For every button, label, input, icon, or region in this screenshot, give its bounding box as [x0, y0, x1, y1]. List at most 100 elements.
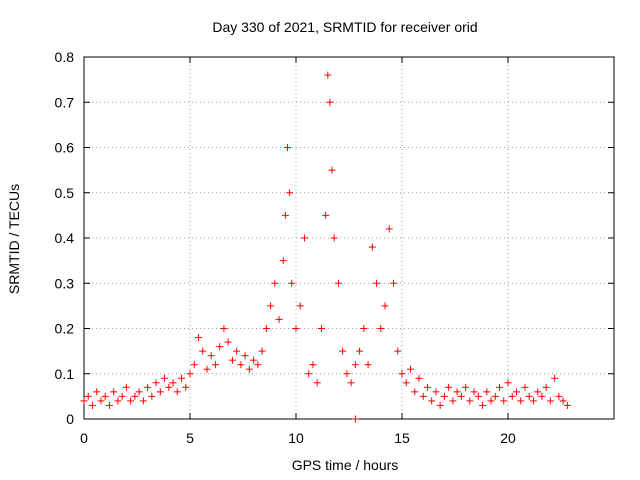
data-point — [449, 397, 457, 405]
data-point — [546, 397, 554, 405]
data-point — [402, 379, 410, 387]
data-point — [356, 347, 364, 355]
data-point — [161, 374, 169, 382]
data-point — [373, 279, 381, 287]
data-point — [324, 71, 332, 79]
data-point — [334, 279, 342, 287]
data-point — [525, 392, 533, 400]
data-point — [305, 370, 313, 378]
data-point — [313, 379, 321, 387]
data-point — [555, 392, 563, 400]
data-point — [182, 383, 190, 391]
data-point — [127, 397, 135, 405]
data-point — [551, 374, 559, 382]
data-point — [517, 397, 525, 405]
plot-frame — [83, 56, 615, 420]
data-point — [131, 392, 139, 400]
data-point — [529, 397, 537, 405]
data-point — [491, 392, 499, 400]
data-point — [317, 325, 325, 332]
data-point — [144, 383, 152, 391]
data-point — [288, 279, 296, 287]
y-tick-label: 0.6 — [55, 140, 75, 156]
data-point — [521, 383, 529, 391]
data-point — [186, 370, 194, 378]
grid — [84, 57, 614, 419]
data-point — [88, 401, 96, 409]
tick-labels: 0 5 10 15 20 0 0.1 0.2 0.3 0.4 0.5 0.6 0.7 0.8 — [55, 49, 516, 446]
data-point — [254, 361, 262, 369]
data-point — [148, 392, 156, 400]
data-point — [190, 361, 198, 369]
data-point — [178, 374, 186, 382]
data-point — [286, 189, 294, 197]
data-point — [445, 383, 453, 391]
data-point — [411, 388, 419, 396]
data-point — [122, 383, 130, 391]
data-point — [292, 325, 300, 332]
data-point — [114, 397, 122, 405]
data-point — [351, 415, 359, 423]
x-tick-label: 5 — [186, 430, 194, 446]
data-point — [504, 379, 512, 387]
data-point — [394, 347, 402, 355]
data-point — [267, 302, 275, 310]
data-point — [347, 379, 355, 387]
data-point — [309, 361, 317, 369]
data-point — [479, 401, 487, 409]
data-point — [284, 144, 292, 151]
data-point — [432, 388, 440, 396]
data-point — [381, 302, 389, 310]
data-point — [500, 397, 508, 405]
y-tick-label: 0.8 — [55, 49, 75, 65]
y-tick-label: 0.5 — [55, 185, 75, 201]
data-point — [419, 392, 427, 400]
data-point — [330, 234, 338, 242]
data-point — [559, 397, 567, 405]
data-point — [462, 383, 470, 391]
data-point — [152, 379, 160, 387]
data-point — [377, 325, 385, 332]
data-point — [241, 352, 249, 360]
data-point — [105, 401, 113, 409]
x-tick-label: 0 — [80, 430, 88, 446]
data-point — [351, 361, 359, 369]
data-point — [199, 347, 207, 355]
data-point — [322, 211, 330, 219]
data-point — [93, 388, 101, 396]
data-point — [194, 334, 202, 342]
data-point — [339, 347, 347, 355]
data-point — [487, 397, 495, 405]
data-point — [173, 388, 181, 396]
data-point — [428, 397, 436, 405]
data-point — [406, 365, 414, 373]
x-tick-label: 10 — [288, 430, 304, 446]
data-point — [262, 325, 270, 332]
data-point — [101, 392, 109, 400]
data-point — [398, 370, 406, 378]
data-point — [165, 383, 173, 391]
data-point — [211, 361, 219, 369]
data-point — [279, 257, 287, 265]
data-point — [538, 392, 546, 400]
data-point — [474, 392, 482, 400]
data-point — [496, 383, 504, 391]
data-point — [233, 347, 241, 355]
data-point — [457, 392, 465, 400]
data-point — [169, 379, 177, 387]
x-tick-label: 15 — [394, 430, 410, 446]
data-point — [326, 98, 334, 106]
data-point — [156, 388, 164, 396]
y-tick-label: 0 — [66, 411, 74, 427]
x-tick-label: 20 — [500, 430, 516, 446]
data-point — [542, 383, 550, 391]
data-point — [563, 401, 571, 409]
data-point — [97, 397, 105, 405]
data-point — [328, 166, 336, 174]
data-point — [508, 392, 516, 400]
data-point — [512, 388, 520, 396]
data-point — [364, 361, 372, 369]
data-point — [343, 370, 351, 378]
data-point — [423, 383, 431, 391]
data-point — [228, 356, 236, 364]
